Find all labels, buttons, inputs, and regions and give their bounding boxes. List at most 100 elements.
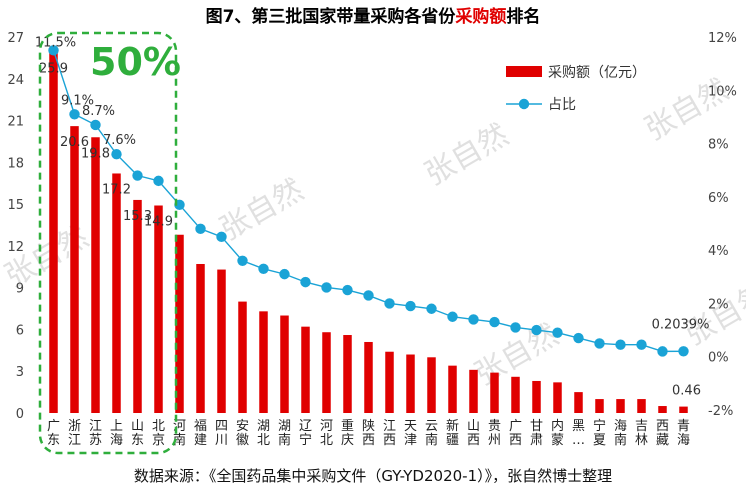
line-data-label: 8.7% (82, 104, 115, 119)
y-left-tick-label: 21 (7, 115, 24, 130)
bar (154, 205, 163, 413)
bar-data-label: 25.9 (39, 61, 68, 76)
x-tick-label: 贵州 (488, 419, 501, 448)
x-tick-label: 新疆 (446, 418, 459, 448)
y-left-tick-label: 12 (7, 240, 24, 255)
x-tick-label: 四川 (215, 419, 228, 448)
bar-data-label: 15.3 (123, 209, 152, 224)
x-tick-label: 河北 (320, 419, 333, 448)
bar (175, 234, 184, 413)
y-right-tick-label: 0% (708, 351, 729, 366)
bar (259, 311, 268, 413)
y-left-tick-label: 9 (16, 282, 24, 297)
y-left-tick-label: 0 (16, 407, 24, 422)
x-tick-label: 山东 (131, 419, 144, 448)
bar (448, 365, 457, 413)
x-tick-label: 天津 (404, 419, 417, 448)
bar (490, 372, 499, 413)
share-point (195, 223, 206, 235)
bar (616, 399, 625, 413)
share-point (237, 255, 248, 266)
legend-line-marker (518, 98, 530, 110)
share-point (48, 45, 59, 56)
share-point (69, 109, 80, 120)
share-point (153, 175, 164, 187)
share-point (90, 119, 101, 131)
bar (301, 326, 310, 413)
share-point (216, 231, 227, 243)
share-point (489, 316, 500, 328)
bar (196, 263, 205, 413)
y-right-tick-label: 4% (708, 244, 729, 259)
share-line (52, 50, 684, 353)
y-left-tick-label: 24 (7, 73, 24, 88)
x-tick-label: 浙江 (68, 419, 81, 448)
share-point (363, 290, 374, 301)
share-point (447, 311, 458, 322)
share-point (636, 339, 647, 350)
line-data-label: 7.6% (103, 133, 136, 148)
bar-data-label: 20.6 (60, 135, 89, 150)
title-highlight: 采购额 (455, 7, 507, 27)
line-data-label: 9.1% (61, 93, 94, 108)
share-point (615, 339, 626, 350)
share-point (111, 149, 122, 160)
bar (511, 376, 520, 413)
bar (280, 315, 289, 413)
share-point (657, 346, 668, 357)
x-tick-label: 吉林 (635, 419, 648, 448)
x-tick-label: 上海 (110, 419, 123, 448)
top-six-highlight-box (38, 31, 178, 455)
title-suffix: 排名 (506, 7, 541, 27)
y-right-tick-label: 2% (708, 297, 729, 312)
x-tick-label: 黑… (572, 419, 585, 448)
bar (49, 52, 58, 414)
bar (553, 382, 562, 413)
x-tick-label: 湖北 (257, 419, 270, 448)
y-left-tick-label: 18 (7, 156, 24, 171)
x-tick-label: 福建 (194, 419, 207, 448)
chart-title: 图7、第三批国家带量采购各省份采购额排名 (0, 2, 746, 27)
bar (406, 354, 415, 413)
bar (574, 392, 583, 413)
x-tick-label: 广东 (47, 419, 60, 448)
bar-data-label: 0.46 (672, 384, 701, 399)
share-point (426, 303, 437, 314)
x-tick-label: 西藏 (656, 419, 669, 448)
y-right-tick-label: -2% (708, 404, 733, 419)
share-point (678, 346, 689, 357)
share-point (279, 268, 290, 280)
x-tick-label: 湖南 (278, 419, 291, 448)
bar (658, 406, 667, 413)
bar (133, 199, 142, 413)
y-left-tick-label: 3 (16, 365, 24, 380)
share-point (321, 282, 332, 293)
line-data-label: 11.5% (35, 35, 76, 50)
x-tick-label: 海南 (614, 419, 627, 448)
x-tick-label: 安徽 (236, 419, 249, 448)
x-tick-label: 甘肃 (530, 419, 543, 448)
share-point (468, 314, 479, 325)
share-point (573, 332, 584, 344)
x-tick-label: 青海 (677, 419, 690, 448)
share-point (531, 324, 542, 336)
bar (91, 137, 100, 413)
bar (469, 369, 478, 413)
share-point (342, 284, 353, 296)
x-tick-label: 陕西 (362, 419, 375, 448)
bar (238, 301, 247, 413)
bar (637, 399, 646, 413)
x-tick-label: 重庆 (341, 418, 354, 448)
share-point (510, 322, 521, 333)
bar (385, 351, 394, 413)
source-note: 数据来源：《全国药品集中采购文件（GY-YD2020-1）》，张自然博士整理 (133, 467, 613, 485)
line-data-label: 0.2039% (652, 317, 710, 332)
bar (112, 173, 121, 413)
share-point (552, 327, 563, 338)
y-left-tick-label: 6 (16, 323, 24, 338)
y-right-tick-label: 8% (708, 138, 729, 153)
x-tick-label: 宁夏 (593, 418, 606, 448)
bar (322, 332, 331, 413)
y-right-tick-label: 12% (708, 31, 737, 46)
